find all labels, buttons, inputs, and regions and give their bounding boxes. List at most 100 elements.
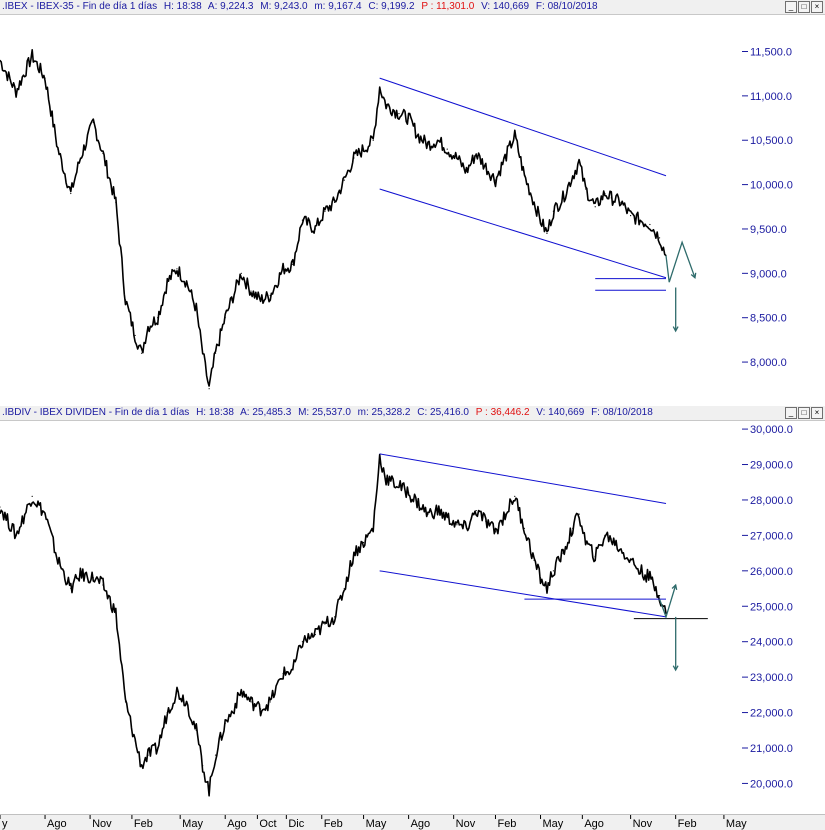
minimize-button[interactable]: _ <box>785 407 797 419</box>
maximize-button[interactable]: □ <box>798 407 810 419</box>
price-point <box>301 219 304 221</box>
x-tick-label: Feb <box>497 818 516 830</box>
y-tick-label: 9,000.0 <box>750 268 787 280</box>
price-point <box>147 754 149 756</box>
x-tick-label: May <box>543 818 564 830</box>
x-tick-label: Feb <box>134 818 153 830</box>
price-point <box>572 527 574 529</box>
close-button[interactable]: × <box>811 407 823 419</box>
price-point <box>31 55 33 57</box>
price-point <box>594 556 596 558</box>
price-point <box>57 148 59 150</box>
x-tick-label: Dic <box>288 818 304 830</box>
y-tick-label: 26,000.0 <box>750 566 793 578</box>
price-point <box>231 711 233 714</box>
price-point <box>630 559 632 561</box>
price-point <box>572 175 574 177</box>
panel-header-ibdiv: .IBDIV - IBEX DIVIDEN - Fin de día 1 día… <box>0 406 825 421</box>
price-point <box>398 485 400 487</box>
price-point <box>15 534 17 536</box>
price-point <box>292 263 294 266</box>
close-button[interactable]: × <box>811 1 823 13</box>
price-point <box>0 59 1 61</box>
price-point <box>214 754 217 756</box>
price-point <box>539 219 542 221</box>
price-point <box>372 527 374 529</box>
price-point <box>134 740 136 742</box>
header-high: M: 25,537.0 <box>298 407 351 418</box>
price-point <box>604 534 606 536</box>
y-tick-label: 21,000.0 <box>750 743 793 755</box>
price-point <box>0 506 1 508</box>
projection-arrow <box>658 584 677 619</box>
price-point <box>44 513 46 515</box>
price-point <box>379 456 381 459</box>
x-tick-label: Ago <box>411 818 431 830</box>
price-point <box>398 113 400 115</box>
arrow-head <box>671 583 678 591</box>
y-tick-label: 27,000.0 <box>750 530 793 542</box>
y-tick-label: 25,000.0 <box>750 601 793 613</box>
price-point <box>334 201 336 203</box>
price-point <box>324 210 326 212</box>
header-open: A: 9,224.3 <box>207 1 254 12</box>
price-point <box>208 789 210 792</box>
price-point <box>157 317 159 319</box>
price-point <box>485 520 487 522</box>
header-p: P : 36,446.2 <box>475 407 530 418</box>
price-chart-ibdiv[interactable]: 20,000.0 21,000.0 22,000.0 23,000.0 24,000.0… <box>0 406 825 814</box>
price-point <box>353 552 355 554</box>
price-point <box>176 268 178 270</box>
header-time: H: 18:38 <box>163 1 202 12</box>
price-point <box>57 559 59 561</box>
price-point <box>166 711 168 714</box>
minimize-button[interactable]: _ <box>785 1 797 13</box>
header-date: F: 08/10/2018 <box>591 407 653 418</box>
price-point <box>314 228 316 230</box>
price-point <box>282 672 284 675</box>
price-point <box>562 552 564 554</box>
price-point <box>250 290 252 292</box>
price-point <box>639 219 641 221</box>
price-point <box>604 192 606 195</box>
y-tick-label: 28,000.0 <box>750 495 793 507</box>
price-point <box>79 157 82 159</box>
price-point <box>250 701 252 703</box>
price-point <box>436 509 439 512</box>
price-chart-ibex[interactable]: 8,000.0 8,500.0 9,000.0 9,500.0 10,000.0 10,5… <box>0 0 825 406</box>
x-tick-label: Nov <box>92 818 112 830</box>
price-point <box>658 237 661 239</box>
chart-panel-ibdiv[interactable]: .IBDIV - IBEX DIVIDEN - Fin de día 1 día… <box>0 406 825 814</box>
price-point <box>301 641 304 643</box>
price-point <box>195 729 197 731</box>
price-point <box>92 577 94 579</box>
price-point <box>578 513 580 515</box>
header-open: A: 25,485.3 <box>240 407 292 418</box>
x-tick-label: Feb <box>678 818 697 830</box>
price-point <box>231 299 233 301</box>
price-point <box>102 584 104 586</box>
maximize-button[interactable]: □ <box>798 1 810 13</box>
price-point <box>533 201 535 203</box>
chart-panel-ibex[interactable]: .IBEX - IBEX-35 - Fin de día 1 días H: 1… <box>0 0 825 406</box>
price-point <box>224 317 226 319</box>
price-point <box>456 157 458 159</box>
price-point <box>562 197 564 199</box>
y-tick-label: 29,000.0 <box>750 460 793 472</box>
channel-trendline <box>379 188 667 279</box>
header-low: m: 25,328.2 <box>357 407 411 418</box>
x-tick-label: May <box>366 818 387 830</box>
price-point <box>240 272 242 274</box>
price-point <box>176 690 178 692</box>
price-point <box>385 104 387 106</box>
price-point <box>504 157 506 159</box>
y-tick-label: 8,500.0 <box>750 313 787 325</box>
header-volume: V: 140,669 <box>536 407 585 418</box>
header-date: F: 08/10/2018 <box>535 1 598 12</box>
price-point <box>147 325 149 328</box>
header-close: C: 9,199.2 <box>368 1 415 12</box>
price-point <box>260 299 262 301</box>
price-point <box>523 175 526 177</box>
price-point <box>408 492 410 494</box>
price-point <box>44 77 46 79</box>
